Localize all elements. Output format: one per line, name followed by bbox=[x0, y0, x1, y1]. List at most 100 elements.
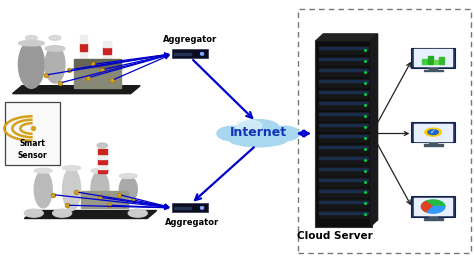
Ellipse shape bbox=[24, 209, 43, 217]
Ellipse shape bbox=[217, 126, 247, 141]
Bar bbox=[74, 59, 121, 67]
Bar bbox=[319, 177, 368, 186]
Bar bbox=[81, 191, 128, 208]
Bar bbox=[319, 90, 368, 98]
Polygon shape bbox=[24, 210, 156, 218]
Bar bbox=[424, 144, 443, 146]
Bar bbox=[80, 51, 87, 59]
Bar bbox=[98, 154, 107, 159]
Ellipse shape bbox=[18, 41, 45, 88]
Bar bbox=[414, 49, 452, 66]
Bar bbox=[80, 35, 87, 43]
Bar bbox=[429, 214, 437, 219]
Bar bbox=[319, 157, 368, 159]
Ellipse shape bbox=[45, 46, 65, 51]
Bar bbox=[319, 134, 368, 142]
Bar bbox=[424, 218, 443, 220]
Text: Aggregator: Aggregator bbox=[163, 35, 217, 44]
Bar bbox=[319, 166, 368, 175]
Bar bbox=[74, 67, 121, 88]
Bar bbox=[80, 59, 87, 67]
Bar bbox=[319, 91, 368, 93]
Bar bbox=[98, 168, 107, 173]
Ellipse shape bbox=[18, 41, 45, 46]
Bar bbox=[80, 43, 87, 51]
Ellipse shape bbox=[91, 168, 109, 173]
Ellipse shape bbox=[128, 209, 147, 217]
Bar bbox=[319, 58, 368, 60]
Ellipse shape bbox=[229, 132, 264, 146]
Bar bbox=[319, 79, 368, 87]
Ellipse shape bbox=[34, 171, 52, 208]
Ellipse shape bbox=[53, 209, 72, 217]
FancyBboxPatch shape bbox=[411, 122, 455, 142]
Ellipse shape bbox=[428, 130, 438, 135]
Bar bbox=[414, 124, 452, 141]
Bar bbox=[319, 199, 368, 207]
Ellipse shape bbox=[201, 53, 203, 55]
Bar bbox=[319, 124, 368, 126]
Bar bbox=[319, 69, 368, 71]
FancyBboxPatch shape bbox=[411, 196, 455, 217]
Bar bbox=[319, 190, 368, 192]
Bar bbox=[98, 159, 107, 164]
Ellipse shape bbox=[49, 36, 61, 40]
Ellipse shape bbox=[236, 120, 262, 131]
Bar bbox=[103, 60, 111, 67]
Bar bbox=[424, 70, 443, 72]
Ellipse shape bbox=[34, 168, 52, 173]
Bar bbox=[414, 198, 452, 215]
Bar bbox=[319, 155, 368, 164]
FancyBboxPatch shape bbox=[315, 40, 372, 227]
Bar bbox=[319, 112, 368, 120]
Bar bbox=[319, 146, 368, 148]
Bar bbox=[319, 168, 368, 170]
Bar bbox=[319, 211, 368, 214]
Bar bbox=[319, 47, 368, 49]
Ellipse shape bbox=[63, 168, 81, 210]
Bar bbox=[422, 58, 427, 64]
Bar bbox=[319, 123, 368, 131]
Bar bbox=[319, 144, 368, 153]
Ellipse shape bbox=[235, 136, 282, 147]
Bar bbox=[428, 56, 433, 64]
Ellipse shape bbox=[91, 171, 109, 208]
Wedge shape bbox=[421, 202, 433, 212]
Bar bbox=[319, 101, 368, 109]
Ellipse shape bbox=[119, 174, 137, 178]
Wedge shape bbox=[426, 200, 445, 207]
FancyBboxPatch shape bbox=[172, 49, 208, 58]
Ellipse shape bbox=[201, 207, 203, 209]
Bar bbox=[319, 113, 368, 115]
Bar bbox=[319, 80, 368, 82]
Bar bbox=[319, 102, 368, 104]
Ellipse shape bbox=[119, 176, 137, 203]
Text: Smart
Sensor: Smart Sensor bbox=[18, 139, 47, 160]
Ellipse shape bbox=[237, 120, 280, 137]
Bar bbox=[174, 207, 191, 209]
Bar bbox=[103, 41, 111, 47]
FancyBboxPatch shape bbox=[5, 102, 60, 165]
Ellipse shape bbox=[269, 126, 300, 141]
Ellipse shape bbox=[201, 53, 203, 55]
Ellipse shape bbox=[425, 128, 441, 136]
Ellipse shape bbox=[97, 143, 108, 148]
Text: Cloud Server: Cloud Server bbox=[297, 231, 373, 241]
Bar bbox=[98, 150, 107, 154]
Bar bbox=[319, 57, 368, 65]
Ellipse shape bbox=[201, 53, 203, 55]
FancyBboxPatch shape bbox=[411, 48, 455, 68]
Ellipse shape bbox=[63, 166, 81, 170]
Bar bbox=[319, 135, 368, 137]
Bar bbox=[319, 201, 368, 203]
Wedge shape bbox=[427, 207, 445, 213]
Bar bbox=[429, 140, 437, 145]
Ellipse shape bbox=[26, 36, 37, 40]
Bar bbox=[103, 54, 111, 60]
Text: ✓: ✓ bbox=[430, 129, 436, 135]
Bar bbox=[174, 53, 191, 55]
Bar bbox=[103, 47, 111, 54]
Ellipse shape bbox=[201, 207, 203, 209]
Bar bbox=[429, 66, 437, 70]
Text: Internet: Internet bbox=[230, 126, 287, 139]
